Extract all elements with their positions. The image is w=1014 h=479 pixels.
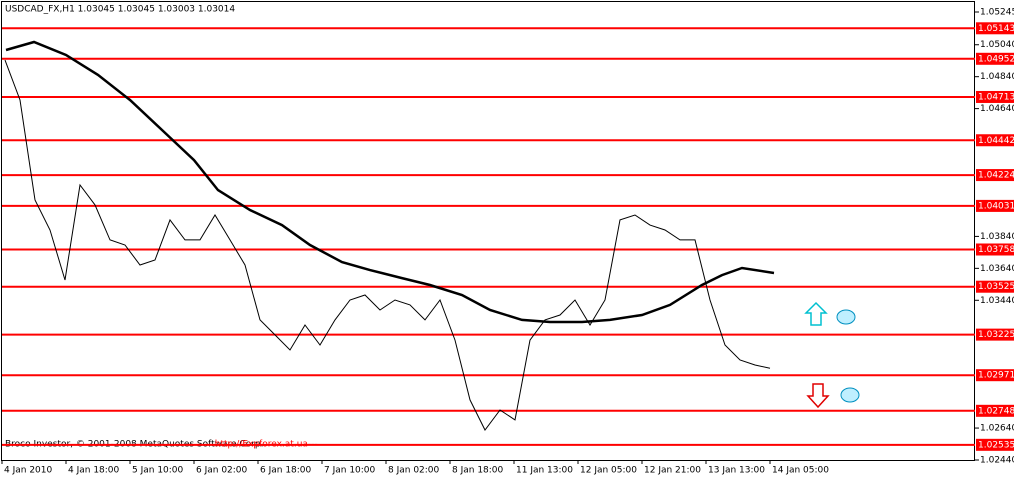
x-tick-label: 6 Jan 02:00: [196, 466, 248, 476]
x-tick-label: 5 Jan 10:00: [132, 466, 184, 476]
y-tick-label: 1.03440: [980, 296, 1014, 306]
y-tick-label: 1.04840: [980, 72, 1014, 82]
x-tick-label: 6 Jan 18:00: [260, 466, 312, 476]
x-tick-label: 13 Jan 13:00: [708, 466, 765, 476]
level-label-box: [976, 280, 1014, 293]
level-label-box: [976, 90, 1014, 103]
y-tick-label: 1.05040: [980, 40, 1014, 50]
x-tick-label: 4 Jan 18:00: [68, 466, 120, 476]
y-tick-label: 1.03640: [980, 264, 1014, 274]
level-label-box: [976, 438, 1014, 451]
level-label: 1.02535: [978, 440, 1014, 450]
down-arrow: [806, 383, 830, 409]
level-label: 1.04442: [978, 136, 1014, 146]
x-tick-label: 7 Jan 10:00: [324, 466, 376, 476]
price-line: [5, 40, 775, 324]
hand-icon: [836, 309, 856, 325]
level-label: 1.05143: [978, 24, 1014, 34]
x-tick-label: 8 Jan 18:00: [452, 466, 504, 476]
y-tick-label: 1.02440: [980, 456, 1014, 466]
x-tick-label: 4 Jan 2010: [4, 466, 52, 476]
level-label-box: [976, 52, 1014, 65]
level-label-box: [976, 199, 1014, 212]
y-tick-label: 1.03840: [980, 232, 1014, 242]
x-tick-label: 8 Jan 02:00: [388, 466, 440, 476]
level-label-box: [976, 22, 1014, 35]
plot-frame: [1, 1, 975, 461]
level-label-box: [976, 328, 1014, 341]
level-label-box: [976, 243, 1014, 256]
y-tick-label: 1.02640: [980, 424, 1014, 434]
level-label-box: [976, 169, 1014, 182]
level-label-box: [976, 369, 1014, 382]
level-label: 1.04224: [978, 171, 1014, 181]
level-label: 1.02748: [978, 406, 1014, 416]
price-line: [4, 59, 771, 431]
chart-title: USDCAD_FX,H1 1.03045 1.03045 1.03003 1.0…: [5, 5, 235, 15]
x-tick-label: 12 Jan 21:00: [644, 466, 701, 476]
level-label: 1.04031: [978, 201, 1014, 211]
level-label-box: [976, 134, 1014, 147]
up-arrow: [804, 301, 828, 326]
level-label-box: [976, 404, 1014, 417]
level-label: 1.02971: [978, 371, 1014, 381]
level-label: 1.04952: [978, 54, 1014, 64]
x-tick-label: 14 Jan 05:00: [772, 466, 829, 476]
level-label: 1.03225: [978, 330, 1014, 340]
y-tick-label: 1.04640: [980, 104, 1014, 114]
level-label: 1.04713: [978, 92, 1014, 102]
level-label: 1.03758: [978, 245, 1014, 255]
level-label: 1.03525: [978, 282, 1014, 292]
hand-icon: [840, 387, 860, 403]
x-tick-label: 11 Jan 13:00: [516, 466, 573, 476]
x-tick-label: 12 Jan 05:00: [580, 466, 637, 476]
y-tick-label: 1.05245: [980, 8, 1014, 18]
